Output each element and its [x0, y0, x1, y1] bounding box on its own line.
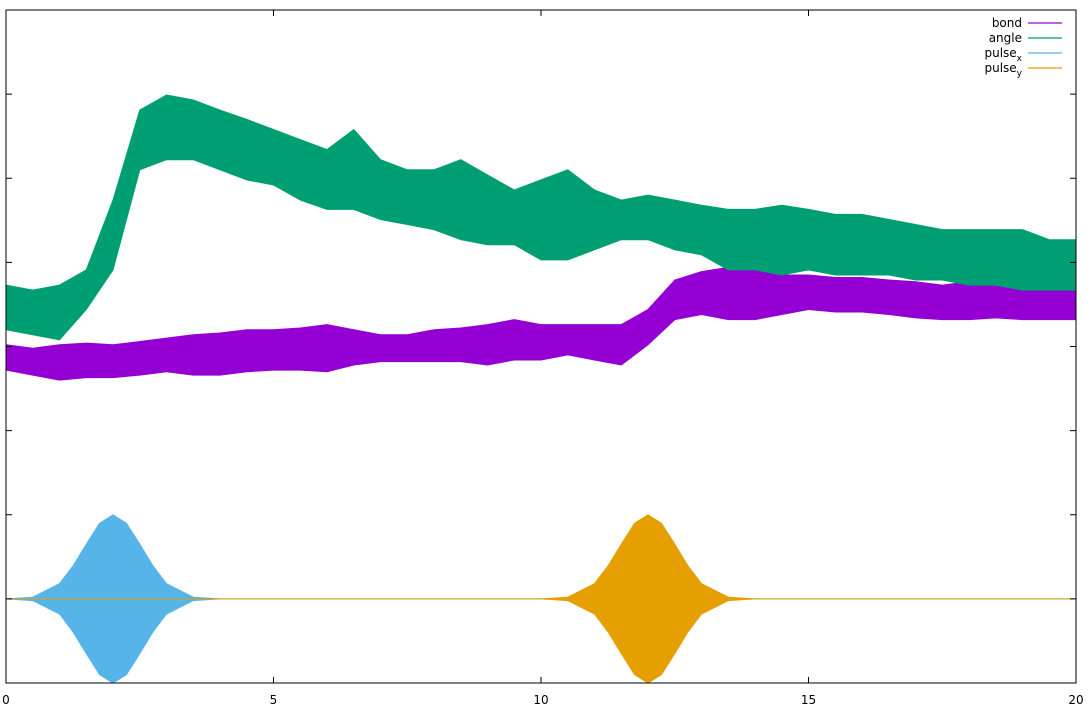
x-tick-label: 0 — [2, 693, 10, 707]
legend-name: bond — [992, 16, 1022, 30]
legend-subscript: y — [1017, 69, 1023, 79]
legend-name: angle — [989, 31, 1022, 45]
series-band — [5, 266, 1077, 381]
legend-label: angle — [989, 31, 1022, 45]
legend-name: pulse — [984, 46, 1016, 60]
x-tick-label: 15 — [801, 693, 816, 707]
legend-label: bond — [992, 16, 1022, 30]
legend-subscript: x — [1017, 54, 1023, 64]
legend-label: pulsey — [984, 61, 1022, 79]
x-tick-label: 5 — [270, 693, 278, 707]
series-band — [6, 514, 1076, 684]
x-tick-label: 10 — [533, 693, 548, 707]
legend-label: pulsex — [984, 46, 1022, 64]
legend-name: pulse — [984, 61, 1016, 75]
x-tick-label: 20 — [1068, 693, 1083, 707]
